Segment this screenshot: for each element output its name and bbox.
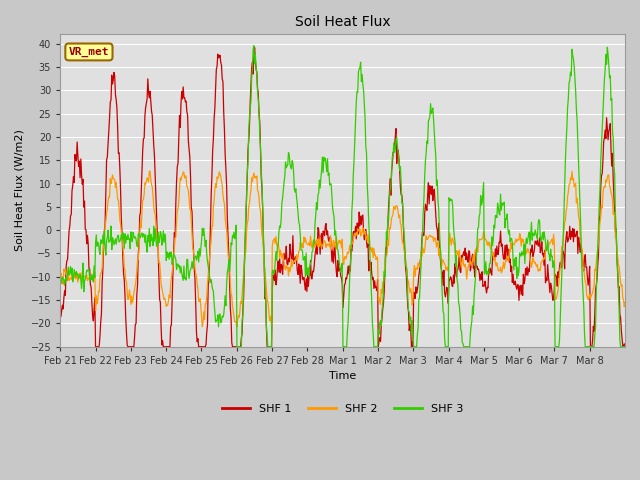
SHF 2 <box>277 251 285 256</box>
Line: SHF 1: SHF 1 <box>60 48 625 347</box>
SHF 2 <box>145 168 153 174</box>
SHF 2 <box>233 324 241 330</box>
Line: SHF 3: SHF 3 <box>60 46 625 347</box>
SHF 2 <box>434 240 442 245</box>
SHF 3 <box>250 43 258 48</box>
SHF 2 <box>403 262 410 267</box>
SHF 3 <box>434 197 442 203</box>
SHF 1 <box>251 45 259 50</box>
SHF 1 <box>92 344 99 349</box>
SHF 1 <box>56 300 64 305</box>
Y-axis label: Soil Heat Flux (W/m2): Soil Heat Flux (W/m2) <box>15 130 25 252</box>
Legend: SHF 1, SHF 2, SHF 3: SHF 1, SHF 2, SHF 3 <box>218 399 467 418</box>
SHF 2 <box>227 291 235 297</box>
SHF 1 <box>227 315 235 321</box>
Text: VR_met: VR_met <box>68 47 109 57</box>
X-axis label: Time: Time <box>329 372 356 381</box>
SHF 1 <box>277 262 285 267</box>
SHF 3 <box>123 234 131 240</box>
SHF 1 <box>256 119 264 125</box>
SHF 2 <box>256 204 264 210</box>
SHF 1 <box>621 344 629 349</box>
SHF 1 <box>403 272 410 277</box>
SHF 2 <box>123 278 131 284</box>
SHF 3 <box>56 274 64 280</box>
SHF 3 <box>227 260 234 266</box>
SHF 3 <box>256 132 264 138</box>
SHF 1 <box>434 237 442 243</box>
Line: SHF 2: SHF 2 <box>60 171 625 327</box>
SHF 3 <box>621 344 629 349</box>
SHF 1 <box>124 342 131 348</box>
Title: Soil Heat Flux: Soil Heat Flux <box>295 15 390 29</box>
SHF 3 <box>277 217 285 223</box>
SHF 2 <box>56 274 64 279</box>
SHF 2 <box>621 300 629 305</box>
SHF 3 <box>233 344 241 349</box>
SHF 3 <box>403 264 410 270</box>
